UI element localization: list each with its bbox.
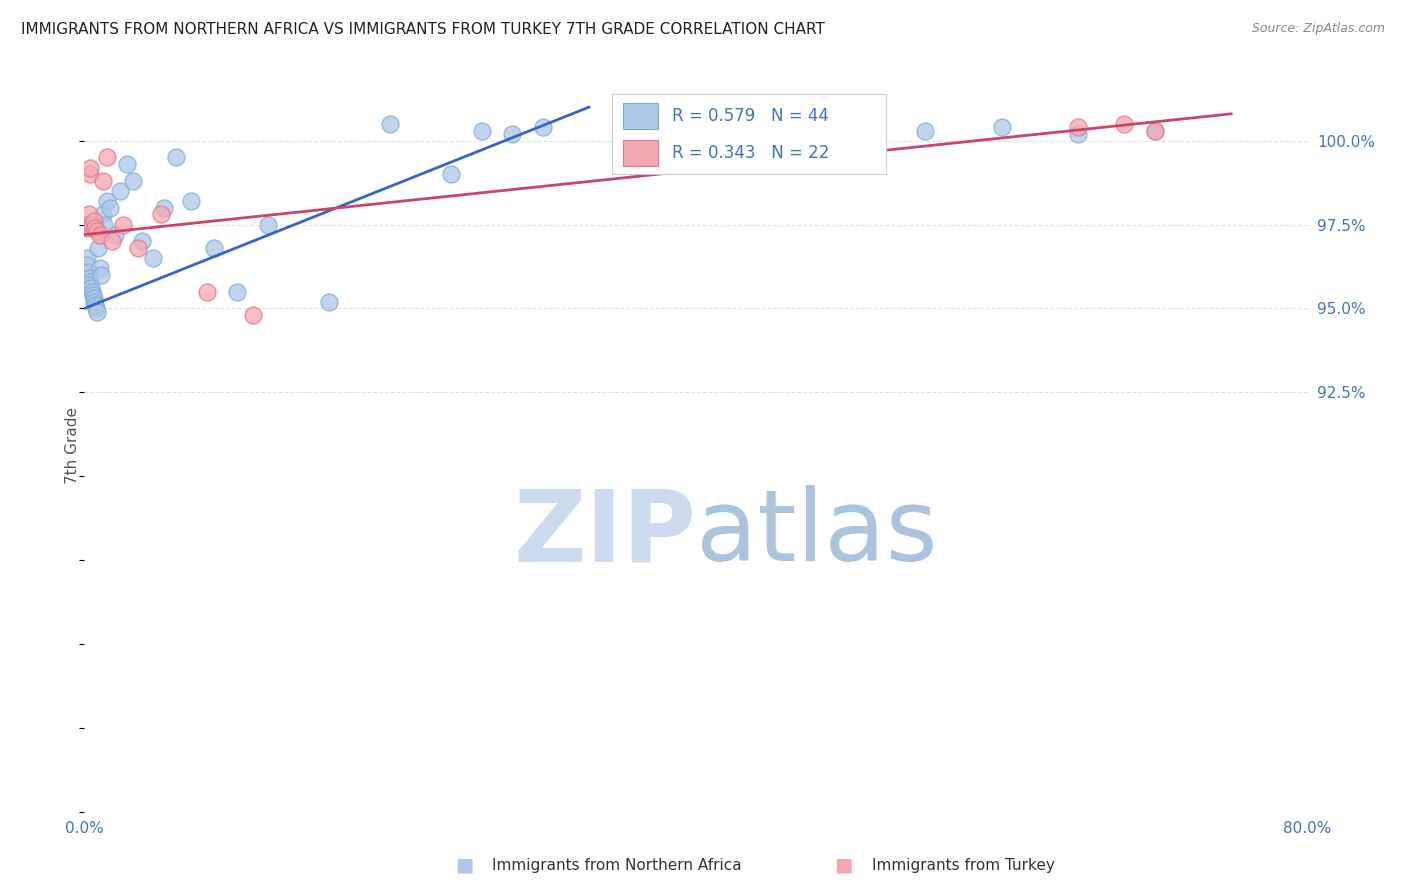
Bar xyxy=(623,140,658,166)
Point xyxy=(257,218,280,232)
Point xyxy=(108,184,131,198)
Point xyxy=(93,218,115,232)
Point xyxy=(79,277,101,292)
Text: Immigrants from Northern Africa: Immigrants from Northern Africa xyxy=(492,858,742,872)
Point xyxy=(149,207,172,221)
Point xyxy=(502,127,524,141)
Point xyxy=(77,207,100,221)
Point xyxy=(80,218,103,232)
Point xyxy=(115,157,138,171)
Point xyxy=(531,120,554,135)
Point xyxy=(440,167,463,181)
Point xyxy=(77,264,100,278)
Point xyxy=(80,285,103,299)
Point xyxy=(153,201,176,215)
Point xyxy=(76,221,98,235)
Point xyxy=(84,221,107,235)
Point xyxy=(89,227,111,242)
Point xyxy=(101,235,124,249)
Bar xyxy=(623,103,658,129)
Point xyxy=(165,151,187,165)
Point xyxy=(79,161,101,175)
Text: R = 0.579   N = 44: R = 0.579 N = 44 xyxy=(672,107,828,125)
Y-axis label: 7th Grade: 7th Grade xyxy=(65,408,80,484)
Text: Source: ZipAtlas.com: Source: ZipAtlas.com xyxy=(1251,22,1385,36)
Point xyxy=(180,194,202,208)
Point xyxy=(131,235,153,249)
Point xyxy=(84,301,107,316)
Point xyxy=(84,298,107,312)
Point xyxy=(91,174,114,188)
Point xyxy=(202,241,225,255)
Point xyxy=(195,285,218,299)
Point xyxy=(86,224,108,238)
Point xyxy=(731,130,754,145)
Point xyxy=(914,123,936,137)
Text: ZIP: ZIP xyxy=(513,485,696,582)
Point xyxy=(98,201,121,215)
Point xyxy=(75,218,97,232)
Point xyxy=(82,288,104,302)
Point xyxy=(1143,123,1166,137)
Text: R = 0.343   N = 22: R = 0.343 N = 22 xyxy=(672,145,830,162)
Text: Immigrants from Turkey: Immigrants from Turkey xyxy=(872,858,1054,872)
Point xyxy=(79,167,101,181)
Point xyxy=(122,174,145,188)
Text: ■: ■ xyxy=(834,855,853,875)
Point xyxy=(89,261,111,276)
Point xyxy=(96,194,118,208)
Point xyxy=(87,241,110,255)
Point xyxy=(242,308,264,322)
Point xyxy=(111,218,134,232)
Point xyxy=(83,294,105,309)
Point xyxy=(91,207,114,221)
Point xyxy=(79,275,101,289)
Point xyxy=(1067,120,1090,135)
Point xyxy=(318,294,340,309)
Text: atlas: atlas xyxy=(696,485,938,582)
Point xyxy=(1067,127,1090,141)
Point xyxy=(76,251,98,265)
Point xyxy=(83,291,105,305)
Text: IMMIGRANTS FROM NORTHERN AFRICA VS IMMIGRANTS FROM TURKEY 7TH GRADE CORRELATION : IMMIGRANTS FROM NORTHERN AFRICA VS IMMIG… xyxy=(21,22,825,37)
Point xyxy=(86,305,108,319)
Text: ■: ■ xyxy=(454,855,474,875)
Point xyxy=(96,151,118,165)
Point xyxy=(76,218,98,232)
Point xyxy=(380,117,402,131)
Point xyxy=(991,120,1014,135)
Point xyxy=(80,281,103,295)
Point xyxy=(1114,117,1136,131)
Point xyxy=(142,251,165,265)
Point xyxy=(1143,123,1166,137)
Point xyxy=(76,258,98,272)
Point xyxy=(104,227,127,242)
Point xyxy=(83,214,105,228)
Point xyxy=(226,285,249,299)
Point xyxy=(77,271,100,285)
Point xyxy=(127,241,149,255)
Point xyxy=(471,123,494,137)
Point xyxy=(90,268,112,282)
